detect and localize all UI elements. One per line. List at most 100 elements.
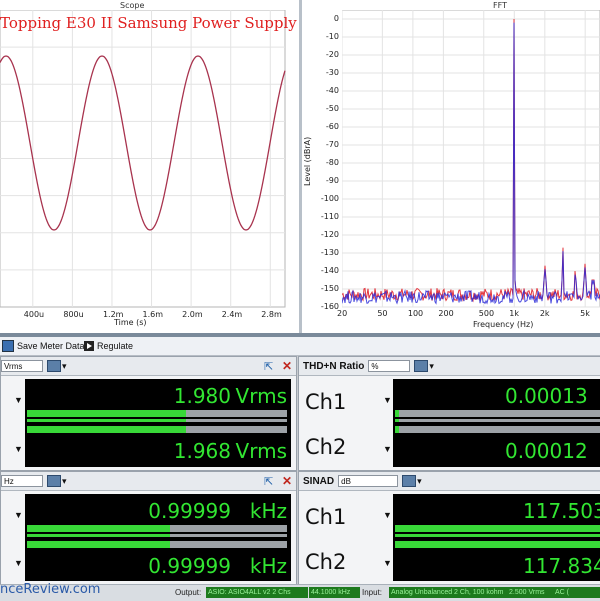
frequency-meter-display: 0.99999 kHz 0.99999 kHz: [25, 494, 291, 581]
meter-options-icon[interactable]: [402, 475, 417, 487]
thdn-ch1-label: Ch1: [305, 390, 347, 414]
sinad-meter-panel: SINAD dB ▾ Ch1 Ch2 ▼ ▼ 117.503 117.834: [298, 471, 600, 585]
ch1-dropdown-icon[interactable]: ▼: [14, 510, 23, 520]
thdn-ch2-label: Ch2: [305, 435, 347, 459]
frequency-ch2-value: 0.99999: [148, 554, 231, 578]
ch1-dropdown-icon[interactable]: ▼: [383, 395, 392, 405]
frequency-ch2-unit: kHz: [249, 554, 287, 578]
frequency-panel-header: Hz ▾: [1, 472, 296, 491]
fft-ch1-trace: [342, 18, 600, 303]
save-icon: [2, 340, 14, 352]
output-label: Output:: [175, 588, 202, 597]
scope-title: Scope: [120, 1, 145, 10]
level-panel-header: Vrms ▾: [1, 357, 296, 376]
meter-options-icon[interactable]: [47, 360, 61, 372]
fft-y-tick: -60: [325, 122, 339, 131]
chevron-down-icon[interactable]: ▾: [62, 360, 67, 371]
fft-y-tick: -20: [325, 50, 339, 59]
save-meter-data-label: Save Meter Data: [17, 341, 85, 351]
fft-x-tick: 5k: [580, 309, 590, 318]
scope-x-tick: 1.2m: [102, 310, 124, 319]
close-icon[interactable]: ✕: [282, 359, 293, 373]
chevron-down-icon[interactable]: ▾: [62, 475, 67, 486]
fft-x-tick: 100: [407, 309, 424, 318]
fft-plot[interactable]: [342, 10, 600, 310]
fft-y-tick: 0: [333, 14, 339, 23]
fft-y-tick: -130: [320, 248, 339, 257]
fft-y-tick: -110: [320, 212, 339, 221]
scope-x-tick: 2.0m: [182, 310, 203, 319]
thdn-ch2-value: 0.00012: [505, 439, 588, 463]
meter-toolbar: Save Meter Data Regulate: [0, 337, 600, 356]
sinad-ch1-label: Ch1: [305, 505, 347, 529]
thdn-panel-title: THD+N Ratio: [303, 360, 365, 372]
level-unit-select[interactable]: Vrms: [1, 360, 43, 372]
sinad-unit-select[interactable]: dB: [338, 475, 399, 487]
fft-x-tick: 2k: [539, 309, 550, 318]
save-meter-data-button[interactable]: Save Meter Data: [2, 337, 85, 355]
frequency-ch1-unit: kHz: [249, 499, 287, 523]
popout-icon[interactable]: ⇱: [264, 476, 274, 488]
frequency-unit-select[interactable]: Hz: [1, 475, 43, 487]
ch1-dropdown-icon[interactable]: ▼: [14, 395, 23, 405]
thdn-ch1-peak-bar: [395, 419, 600, 422]
fft-ch2-trace: [342, 22, 600, 305]
fft-x-tick: 20: [337, 309, 348, 318]
frequency-meter-panel: Hz ▾ ⇱ ✕ ▼ ▼ 0.99999 kHz 0.99999 kHz: [0, 471, 297, 585]
fft-y-tick: -30: [325, 68, 339, 77]
input-device-badge[interactable]: Analog Unbalanced 2 Ch, 100 kohm: [389, 587, 507, 598]
thdn-ch1-bar: [395, 410, 600, 417]
ch2-dropdown-icon[interactable]: ▼: [14, 444, 23, 454]
sinad-meter-display: 117.503 117.834: [393, 494, 600, 581]
fft-title: FFT: [493, 1, 507, 10]
chevron-down-icon[interactable]: ▾: [429, 360, 434, 371]
input-range-badge[interactable]: 2.500 Vrms: [507, 587, 553, 598]
frequency-ch2-bar: [27, 541, 287, 548]
thdn-unit-select[interactable]: %: [368, 360, 411, 372]
ch2-dropdown-icon[interactable]: ▼: [383, 558, 392, 568]
sinad-ch1-bar: [395, 525, 600, 532]
fft-x-tick: 1k: [509, 309, 520, 318]
regulate-button[interactable]: Regulate: [84, 337, 133, 355]
graph-annotation: Topping E30 II Samsung Power Supply: [0, 14, 297, 32]
input-label: Input:: [362, 588, 383, 597]
sinad-ch1-peak-bar: [395, 534, 600, 537]
fft-y-tick: -70: [325, 140, 339, 149]
fft-x-tick: 50: [377, 309, 388, 318]
level-ch2-value: 1.968: [173, 439, 231, 463]
thdn-meter-display: 0.00013 0.00012: [393, 379, 600, 467]
level-ch2-bar: [27, 426, 287, 433]
level-ch1-value: 1.980: [173, 384, 231, 408]
thdn-panel-header: THD+N Ratio % ▾: [299, 357, 600, 376]
thdn-ch1-value: 0.00013: [505, 384, 588, 408]
graph-splitter[interactable]: [299, 0, 302, 333]
meter-options-icon[interactable]: [414, 360, 429, 372]
fft-y-label: Level (dBrA): [303, 136, 312, 186]
fft-x-tick: 200: [438, 309, 454, 318]
pane-splitter[interactable]: [0, 333, 600, 337]
meter-options-icon[interactable]: [47, 475, 61, 487]
thdn-ch2-bar: [395, 426, 600, 433]
popout-icon[interactable]: ⇱: [264, 361, 274, 373]
close-icon[interactable]: ✕: [282, 474, 293, 488]
fft-y-tick: -80: [325, 158, 339, 167]
fft-y-tick: -100: [320, 194, 339, 203]
ch2-dropdown-icon[interactable]: ▼: [14, 558, 23, 568]
fft-y-tick: -120: [320, 230, 339, 239]
ch2-dropdown-icon[interactable]: ▼: [383, 444, 392, 454]
scope-x-tick: 800u: [63, 310, 84, 319]
fft-y-tick: -10: [325, 32, 339, 41]
scope-x-tick: 400u: [23, 310, 45, 319]
output-device-badge[interactable]: ASIO: ASIO4ALL v2 2 Chs: [206, 587, 308, 598]
graph-area: Scope Topping E30 II Samsung Power Suppl…: [0, 0, 600, 333]
scope-trace: [0, 55, 286, 231]
fft-y-tick: -160: [320, 302, 339, 311]
output-rate-badge[interactable]: 44.1000 kHz: [309, 587, 360, 598]
input-coupling-badge[interactable]: AC (: [553, 587, 600, 598]
level-ch2-unit: Vrms: [235, 439, 287, 463]
frequency-ch1-peak-bar: [27, 534, 287, 537]
scope-x-tick: 1.6m: [142, 310, 164, 319]
scope-plot[interactable]: [0, 10, 288, 310]
ch1-dropdown-icon[interactable]: ▼: [383, 510, 392, 520]
chevron-down-icon[interactable]: ▾: [417, 475, 422, 486]
